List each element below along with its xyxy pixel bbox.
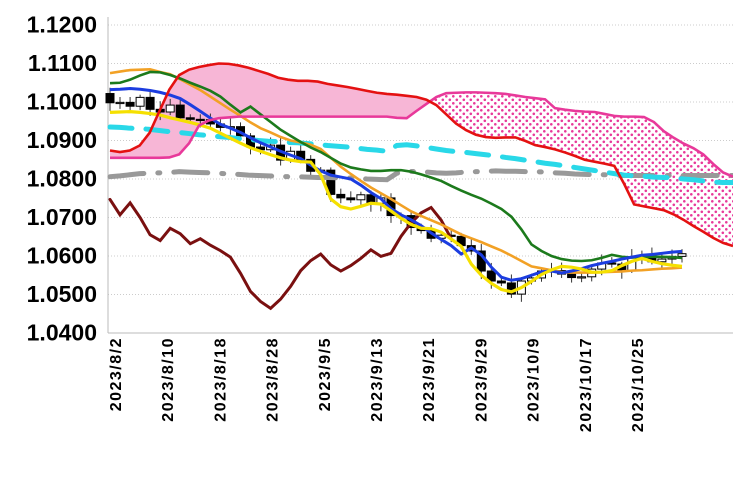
svg-text:2023/9/13: 2023/9/13: [369, 337, 386, 422]
svg-text:2023/10/17: 2023/10/17: [578, 337, 595, 432]
svg-text:1.0600: 1.0600: [27, 243, 97, 269]
svg-text:1.0400: 1.0400: [27, 320, 97, 346]
svg-text:1.1000: 1.1000: [27, 89, 97, 115]
svg-text:2023/8/2: 2023/8/2: [108, 337, 125, 411]
svg-text:2023/8/28: 2023/8/28: [265, 337, 282, 422]
svg-text:2023/9/5: 2023/9/5: [317, 337, 334, 411]
svg-text:2023/8/10: 2023/8/10: [160, 337, 177, 422]
svg-text:1.0500: 1.0500: [27, 281, 97, 307]
svg-text:1.1200: 1.1200: [27, 12, 97, 38]
svg-text:2023/10/9: 2023/10/9: [526, 337, 543, 422]
svg-text:2023/10/25: 2023/10/25: [630, 337, 647, 432]
svg-text:2023/9/21: 2023/9/21: [421, 337, 438, 422]
svg-text:2023/8/18: 2023/8/18: [212, 337, 229, 422]
svg-text:1.0700: 1.0700: [27, 204, 97, 230]
svg-text:2023/9/29: 2023/9/29: [473, 337, 490, 422]
svg-text:1.0900: 1.0900: [27, 127, 97, 153]
svg-text:1.1100: 1.1100: [28, 50, 97, 76]
svg-text:1.0800: 1.0800: [27, 166, 97, 192]
